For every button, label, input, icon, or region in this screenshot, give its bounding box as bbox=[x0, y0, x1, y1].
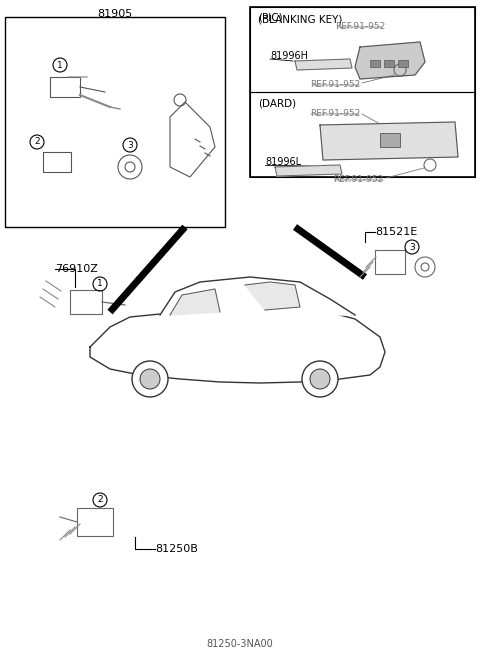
Circle shape bbox=[132, 361, 168, 397]
Text: (BLANKING KEY): (BLANKING KEY) bbox=[258, 14, 342, 24]
Polygon shape bbox=[295, 59, 352, 70]
Text: REF.91-952: REF.91-952 bbox=[333, 175, 383, 184]
Bar bbox=[5, 17, 225, 227]
Bar bbox=[375, 250, 405, 274]
Bar bbox=[250, 92, 475, 177]
Circle shape bbox=[302, 361, 338, 397]
Text: REF.91-952: REF.91-952 bbox=[310, 80, 360, 89]
Bar bbox=[77, 508, 113, 536]
Bar bbox=[250, 7, 475, 92]
Text: 76910Z: 76910Z bbox=[55, 264, 98, 274]
Text: 81250-3NA00: 81250-3NA00 bbox=[206, 639, 274, 649]
Bar bbox=[370, 60, 380, 67]
Bar bbox=[70, 290, 102, 314]
Polygon shape bbox=[320, 122, 458, 160]
Bar bbox=[250, 7, 475, 177]
Text: 81250B: 81250B bbox=[155, 544, 198, 554]
Polygon shape bbox=[170, 289, 220, 315]
Bar bbox=[380, 133, 400, 147]
Polygon shape bbox=[355, 42, 425, 79]
Polygon shape bbox=[90, 302, 385, 383]
Text: 2: 2 bbox=[34, 137, 40, 147]
Bar bbox=[50, 77, 80, 97]
Bar bbox=[43, 152, 71, 172]
Bar bbox=[398, 60, 408, 67]
Text: REF.91-952: REF.91-952 bbox=[310, 109, 360, 118]
Text: 2: 2 bbox=[97, 495, 103, 505]
Circle shape bbox=[310, 369, 330, 389]
Polygon shape bbox=[275, 165, 342, 176]
Polygon shape bbox=[245, 282, 300, 310]
Text: (PIC): (PIC) bbox=[258, 12, 283, 22]
Text: 1: 1 bbox=[97, 279, 103, 288]
Circle shape bbox=[140, 369, 160, 389]
Text: 81905: 81905 bbox=[97, 9, 132, 19]
Bar bbox=[384, 60, 394, 67]
Polygon shape bbox=[160, 277, 355, 315]
Text: 81996L: 81996L bbox=[265, 157, 301, 167]
Text: 3: 3 bbox=[127, 141, 133, 150]
Text: 81996H: 81996H bbox=[270, 51, 308, 61]
Text: 3: 3 bbox=[409, 242, 415, 252]
Text: 81521E: 81521E bbox=[375, 227, 417, 237]
Text: REF.91-952: REF.91-952 bbox=[335, 22, 385, 31]
Text: (DARD): (DARD) bbox=[258, 99, 296, 109]
Text: 1: 1 bbox=[57, 60, 63, 70]
